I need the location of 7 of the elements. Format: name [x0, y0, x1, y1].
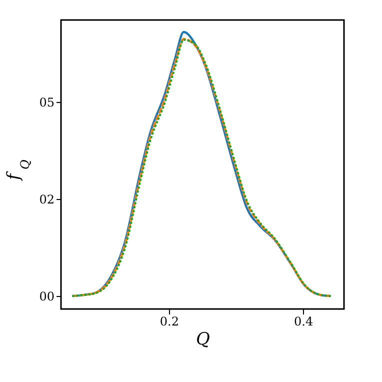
y-tick-label: 02	[39, 192, 54, 206]
y-tick-label: 00	[39, 289, 54, 304]
x-tick-label: 0.2	[160, 314, 180, 328]
x-axis-title: Q	[196, 330, 210, 350]
y-tick-label: 05	[39, 95, 54, 110]
x-tick-label: 0.4	[294, 314, 314, 328]
y-axis-title: fQ	[4, 159, 32, 182]
